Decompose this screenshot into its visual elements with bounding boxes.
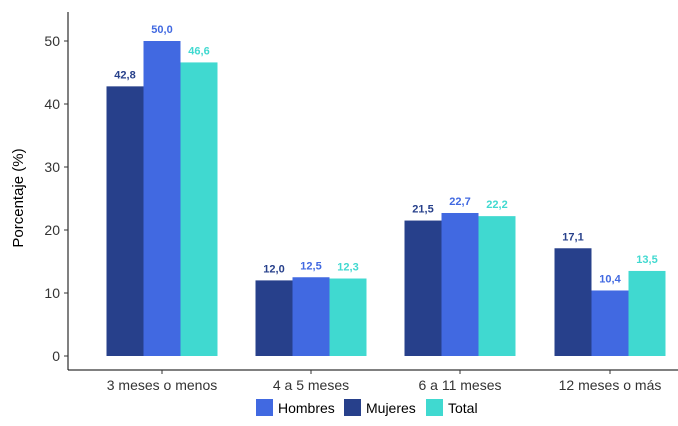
bar-mujeres-4: [554, 248, 592, 356]
data-label-hombres-3: 22,7: [449, 196, 470, 208]
y-tick-label: 40: [44, 96, 60, 112]
y-axis-label: Porcentaje (%): [10, 148, 27, 247]
data-label-total-1: 46,6: [188, 45, 209, 57]
bar-total-3: [478, 216, 516, 356]
bar-mujeres-2: [255, 280, 293, 356]
legend: Hombres Mujeres Total: [256, 399, 478, 416]
legend-label-hombres: Hombres: [278, 400, 335, 416]
bar-total-4: [628, 270, 666, 356]
data-label-mujeres-1: 42,8: [114, 69, 135, 81]
y-tick-label: 0: [52, 348, 60, 364]
bar-hombres-4: [591, 290, 629, 356]
bar-hombres-2: [292, 277, 330, 356]
data-label-hombres-2: 12,5: [300, 260, 321, 272]
data-label-mujeres-2: 12,0: [263, 263, 284, 275]
y-tick-label: 50: [44, 33, 60, 49]
bar-mujeres-3: [404, 220, 442, 356]
legend-swatch-hombres: [256, 399, 273, 416]
y-tick-label: 30: [44, 159, 60, 175]
data-label-hombres-1: 50,0: [151, 24, 172, 36]
data-labels-layer: 42,8 50,0 46,6 12,0 12,5 12,3 21,5 22,7 22,2 17,1…: [114, 24, 657, 285]
legend-label-mujeres: Mujeres: [366, 400, 416, 416]
data-label-total-2: 12,3: [337, 262, 358, 274]
data-label-mujeres-4: 17,1: [562, 231, 583, 243]
y-tick-label: 20: [44, 222, 60, 238]
bar-hombres-3: [441, 212, 479, 356]
x-tick-label: 3 meses o menos: [107, 377, 218, 393]
bar-total-2: [329, 278, 367, 356]
x-tick-label: 12 meses o más: [559, 377, 662, 393]
data-label-total-4: 13,5: [636, 254, 657, 266]
x-tick-label: 4 a 5 meses: [273, 377, 349, 393]
bars-layer: [106, 41, 666, 357]
bar-total-1: [180, 62, 218, 357]
bar-hombres-1: [143, 41, 181, 356]
legend-label-total: Total: [448, 400, 478, 416]
legend-swatch-total: [426, 399, 443, 416]
y-tick-label: 10: [44, 285, 60, 301]
axes-layer: 0 10 20 30 40 50 3 meses o menos 4 a 5 meses 6 a…: [44, 12, 678, 393]
data-label-total-3: 22,2: [486, 199, 507, 211]
data-label-mujeres-3: 21,5: [412, 204, 433, 216]
x-tick-label: 6 a 11 meses: [418, 377, 501, 393]
data-label-hombres-4: 10,4: [599, 273, 621, 285]
legend-swatch-mujeres: [344, 399, 361, 416]
bar-mujeres-1: [106, 86, 144, 357]
